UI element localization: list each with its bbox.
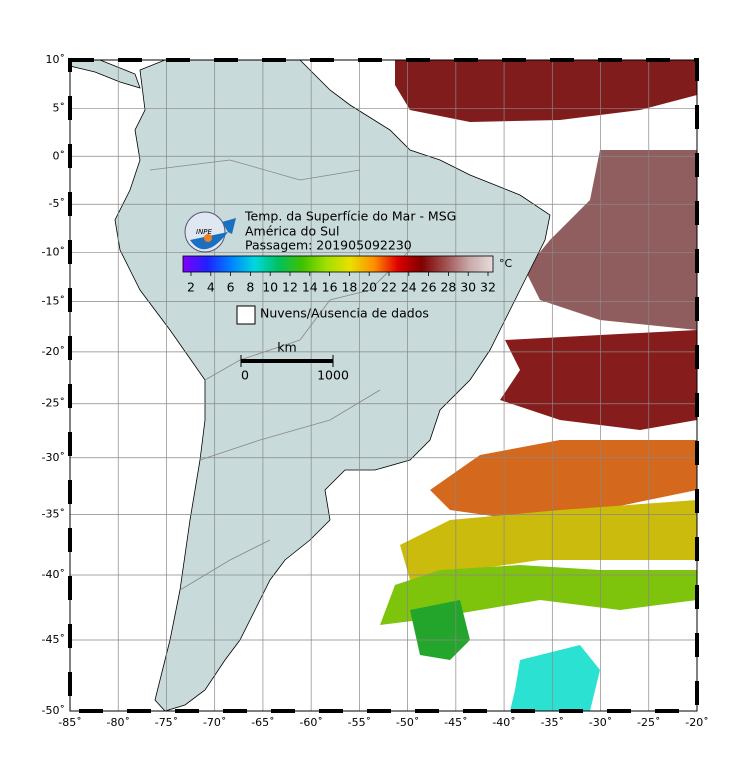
lon-tick-label: -55˚ <box>348 716 371 729</box>
lat-tick-label: -10˚ <box>42 246 65 259</box>
lat-tick-label: -35˚ <box>42 508 65 521</box>
lon-tick-label: -80˚ <box>106 716 129 729</box>
sst-patches <box>380 60 697 711</box>
lon-tick-label: -60˚ <box>299 716 322 729</box>
colorbar-tick-label: 28 <box>440 280 456 295</box>
colorbar-tick-label: 14 <box>302 280 318 295</box>
lon-tick-label: -75˚ <box>155 716 178 729</box>
lon-tick-label: -85˚ <box>58 716 81 729</box>
lat-tick-label: -20˚ <box>42 345 65 358</box>
lon-tick-label: -25˚ <box>637 716 660 729</box>
lat-tick-label: 10˚ <box>46 53 66 66</box>
colorbar-tick-label: 30 <box>460 280 476 295</box>
lat-tick-label: -50˚ <box>42 704 65 717</box>
pass-time: Passagem: 201905092230 <box>245 238 412 253</box>
colorbar-tick-label: 4 <box>207 280 215 295</box>
colorbar-tick-label: 24 <box>401 280 417 295</box>
lon-tick-label: -45˚ <box>444 716 467 729</box>
lat-tick-label: -5˚ <box>49 197 65 210</box>
colorbar-tick-label: 12 <box>282 280 298 295</box>
lat-tick-label: -30˚ <box>42 451 65 464</box>
lat-tick-label: -45˚ <box>42 633 65 646</box>
colorbar-tick-label: 26 <box>421 280 437 295</box>
colorbar-tick-label: 8 <box>246 280 254 295</box>
colorbar-tick-label: 18 <box>341 280 357 295</box>
scale-tick-label: 0 <box>241 368 249 383</box>
legend-swatch <box>236 305 256 325</box>
lat-tick-label: -40˚ <box>42 568 65 581</box>
lon-tick-label: -50˚ <box>396 716 419 729</box>
colorbar-tick-label: 6 <box>227 280 235 295</box>
lon-tick-label: -30˚ <box>589 716 612 729</box>
lat-tick-label: -15˚ <box>42 295 65 308</box>
colorbar <box>182 255 494 273</box>
colorbar-tick-label: 20 <box>361 280 377 295</box>
legend-label: Nuvens/Ausencia de dados <box>260 306 429 321</box>
lat-tick-label: 5˚ <box>53 101 66 114</box>
lon-tick-label: -65˚ <box>251 716 274 729</box>
logo-text: INPE <box>196 228 213 236</box>
scale-bar <box>241 359 333 363</box>
scale-tick-label: 1000 <box>317 368 349 383</box>
lat-tick-label: 0˚ <box>53 149 66 162</box>
lon-tick-label: -70˚ <box>203 716 226 729</box>
graticule <box>69 59 698 712</box>
map-frame-outline <box>69 59 698 712</box>
colorbar-tick-label: 22 <box>381 280 397 295</box>
lon-tick-label: -40˚ <box>492 716 515 729</box>
colorbar-tick-label: 32 <box>480 280 496 295</box>
title: Temp. da Superfície do Mar - MSG <box>244 209 456 224</box>
scale-unit: km <box>277 340 296 355</box>
subtitle: América do Sul <box>245 224 339 239</box>
lon-tick-label: -20˚ <box>685 716 708 729</box>
colorbar-tick-label: 2 <box>187 280 195 295</box>
lat-tick-label: -25˚ <box>42 397 65 410</box>
lon-tick-label: -35˚ <box>541 716 564 729</box>
colorbar-tick-label: 16 <box>322 280 338 295</box>
logo: INPE <box>184 211 236 253</box>
colorbar-unit: °C <box>499 257 513 270</box>
colorbar-tick-label: 10 <box>262 280 278 295</box>
